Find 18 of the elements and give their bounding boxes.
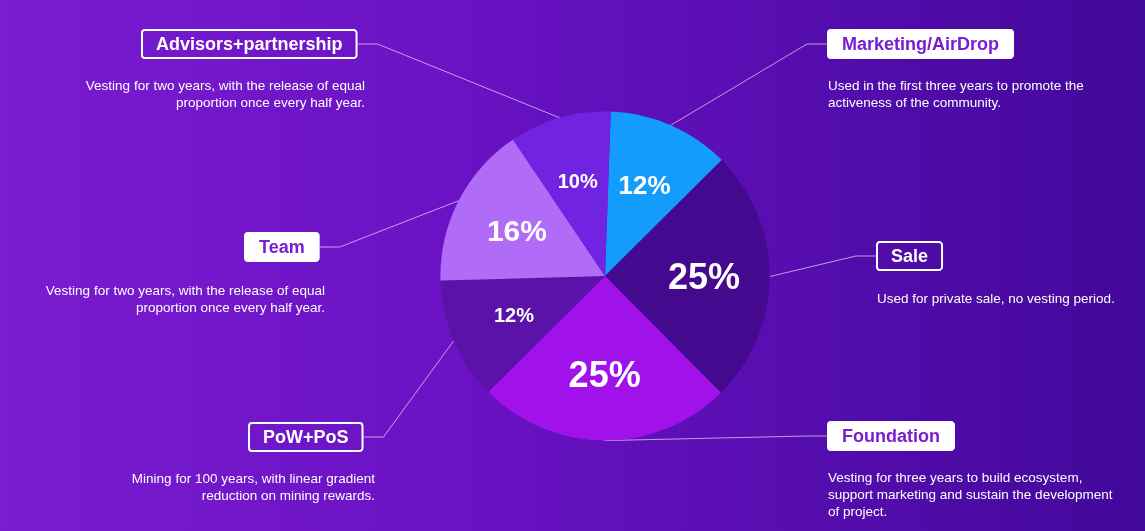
slice-label: PoW+PoS xyxy=(263,427,349,447)
slice-label: Foundation xyxy=(842,426,940,446)
slice-label: Advisors+partnership xyxy=(156,34,343,54)
slice-label: Sale xyxy=(891,246,929,266)
text: Mining for 100 years, with linear gradient reduction on mining rewards. xyxy=(130,470,375,504)
slice-label: Team xyxy=(259,237,305,257)
data-label: 10% xyxy=(557,169,598,192)
data-label: 16% xyxy=(486,214,547,248)
text: Vesting for two years, with the release of equal proportion once every half year. xyxy=(44,282,325,316)
text: Used in the first three years to promote the activeness of the community. xyxy=(828,77,1085,111)
data-label: 12% xyxy=(618,170,671,201)
text: Vesting for two years, with the release of equal proportion once every half year. xyxy=(84,77,365,111)
slice-label: Marketing/AirDrop xyxy=(842,34,1000,54)
data-label: 25% xyxy=(667,255,741,297)
text: Used for private sale, no vesting period. xyxy=(877,290,1116,307)
data-label: 25% xyxy=(568,354,641,396)
text: Vesting for three years to build ecosystem, support marketing and sustain the development of project. xyxy=(828,469,1114,520)
data-label: 12% xyxy=(493,304,535,326)
